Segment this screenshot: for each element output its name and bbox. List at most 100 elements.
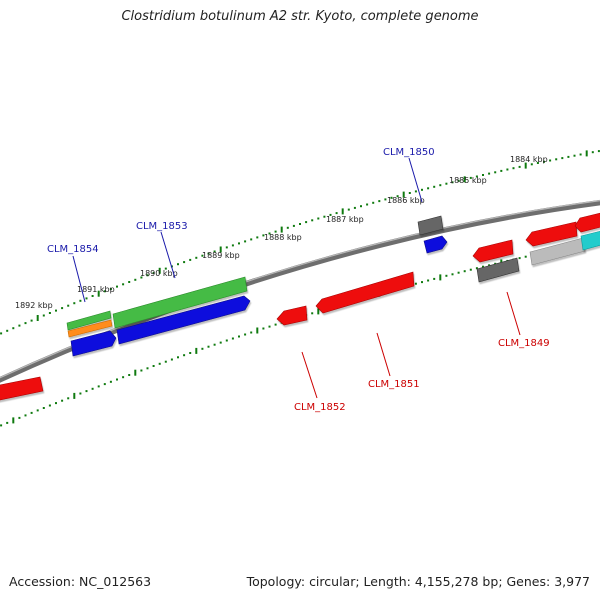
outer-ruler-minor-tick xyxy=(500,169,503,172)
ruler-label-1884: 1884 kbp xyxy=(510,155,548,164)
outer-ruler-minor-tick xyxy=(378,200,381,203)
gene-label-clm-1849[interactable]: CLM_1849 xyxy=(498,338,550,349)
outer-ruler-minor-tick xyxy=(360,205,362,208)
outer-ruler-minor-tick xyxy=(244,240,247,243)
outer-ruler-minor-tick xyxy=(42,314,45,317)
outer-ruler-minor-tick xyxy=(91,295,94,297)
genome-stats: Topology: circular; Length: 4,155,278 bp… xyxy=(246,574,590,589)
gene-clm-1849[interactable] xyxy=(476,257,520,283)
feature-green-small[interactable] xyxy=(66,310,112,331)
outer-ruler-major-tick xyxy=(280,226,283,233)
inner-ruler-minor-tick xyxy=(207,345,210,348)
outer-ruler-minor-tick xyxy=(12,327,15,330)
gene-label-clm-1854[interactable]: CLM_1854 xyxy=(47,244,99,255)
gene-cyan[interactable] xyxy=(580,230,600,251)
gene-label-clm-1851[interactable]: CLM_1851 xyxy=(368,379,420,390)
outer-ruler-minor-tick xyxy=(427,187,430,190)
outer-ruler-minor-tick xyxy=(61,307,64,310)
outer-ruler-minor-tick xyxy=(134,278,137,281)
topology-value: circular xyxy=(309,574,356,589)
inner-ruler-minor-tick xyxy=(433,277,436,280)
inner-ruler-minor-tick xyxy=(158,362,161,365)
gene-red-1[interactable] xyxy=(472,239,514,263)
outer-ruler-minor-tick xyxy=(555,158,558,161)
gene-label-clm-1850[interactable]: CLM_1850 xyxy=(383,147,435,158)
outer-ruler-major-tick xyxy=(97,290,100,297)
gene-label-clm-1853[interactable]: CLM_1853 xyxy=(136,221,188,232)
outer-ruler-major-tick xyxy=(463,176,466,183)
gene-red-3[interactable] xyxy=(574,212,600,233)
outer-ruler-minor-tick xyxy=(347,208,350,211)
outer-ruler-minor-tick xyxy=(128,281,131,283)
gene-lightgray[interactable] xyxy=(529,237,586,266)
outer-ruler-minor-tick xyxy=(591,151,594,154)
outer-ruler-major-tick xyxy=(341,208,344,215)
outer-ruler-minor-tick xyxy=(250,238,253,241)
inner-ruler-minor-tick xyxy=(262,327,265,330)
gene-clm-1850[interactable] xyxy=(417,215,444,236)
outer-ruler-minor-tick xyxy=(213,250,216,253)
feature-red-left[interactable] xyxy=(0,376,44,401)
outer-ruler-major-tick xyxy=(36,315,39,321)
inner-ruler-minor-tick xyxy=(189,352,192,354)
inner-ruler-minor-tick xyxy=(414,282,417,285)
outer-ruler-minor-tick xyxy=(506,168,509,171)
inner-ruler-minor-tick xyxy=(128,374,131,376)
accession-info: Accession: NC_012563 xyxy=(9,574,151,589)
ruler-label-1889: 1889 kbp xyxy=(202,251,240,260)
outer-ruler-major-tick xyxy=(585,150,588,157)
gene-clm-1853[interactable] xyxy=(112,276,248,329)
inner-ruler-minor-tick xyxy=(518,257,521,260)
outer-ruler-minor-tick xyxy=(189,258,192,261)
outer-ruler-minor-tick xyxy=(530,163,533,166)
inner-ruler-minor-tick xyxy=(201,347,204,350)
outer-ruler-minor-tick xyxy=(561,157,564,160)
cds-clm-1850[interactable] xyxy=(423,235,448,254)
ruler-label-1890: 1890 kbp xyxy=(140,269,178,278)
inner-ruler-minor-tick xyxy=(475,267,478,270)
inner-ruler-major-tick xyxy=(73,392,76,399)
inner-ruler-major-tick xyxy=(439,274,442,281)
inner-ruler-minor-tick xyxy=(311,312,314,315)
outer-ruler-minor-tick xyxy=(597,150,600,153)
outer-ruler-minor-tick xyxy=(55,309,57,312)
feature-orange-small[interactable] xyxy=(67,319,113,338)
cds-clm-1853[interactable] xyxy=(116,295,251,345)
inner-ruler-minor-tick xyxy=(219,341,222,344)
inner-ruler-major-tick xyxy=(12,417,15,424)
outer-ruler-minor-tick xyxy=(335,212,338,215)
outer-ruler-minor-tick xyxy=(256,236,259,239)
gene-clm-1851[interactable] xyxy=(315,271,415,314)
inner-ruler-minor-tick xyxy=(109,380,112,383)
outer-ruler-minor-tick xyxy=(305,221,308,224)
outer-ruler-minor-tick xyxy=(469,176,472,179)
genes-label: Genes: xyxy=(506,574,551,589)
map-title: Clostridium botulinum A2 str. Kyoto, com… xyxy=(121,9,479,24)
inner-ruler-minor-tick xyxy=(36,409,39,412)
accession-label: Accession: xyxy=(9,574,76,589)
outer-ruler-minor-tick xyxy=(24,322,27,325)
outer-ruler-minor-tick xyxy=(238,242,240,245)
outer-ruler-minor-tick xyxy=(475,175,478,178)
inner-ruler-minor-tick xyxy=(140,369,143,372)
inner-ruler-minor-tick xyxy=(488,264,491,267)
outer-ruler-minor-tick xyxy=(109,288,112,290)
inner-ruler-minor-tick xyxy=(250,331,253,334)
outer-ruler-minor-tick xyxy=(366,203,369,206)
outer-ruler-major-tick xyxy=(219,246,222,253)
inner-ruler-minor-tick xyxy=(445,274,448,277)
inner-ruler-minor-tick xyxy=(122,376,125,379)
leader-clm-1853 xyxy=(160,231,176,279)
leader-clm-1850 xyxy=(408,157,423,203)
gene-clm-1852[interactable] xyxy=(276,305,308,326)
feature-blue-small[interactable] xyxy=(70,330,117,357)
outer-ruler-minor-tick xyxy=(6,329,9,332)
outer-ruler-minor-tick xyxy=(231,244,234,247)
leader-clm-1849 xyxy=(506,291,521,336)
outer-ruler-minor-tick xyxy=(79,299,82,302)
accession-value: NC_012563 xyxy=(79,574,152,589)
gene-red-2[interactable] xyxy=(525,221,578,247)
gene-label-clm-1852[interactable]: CLM_1852 xyxy=(294,402,346,413)
inner-ruler-major-tick xyxy=(256,327,259,334)
inner-ruler-minor-tick xyxy=(469,268,472,271)
